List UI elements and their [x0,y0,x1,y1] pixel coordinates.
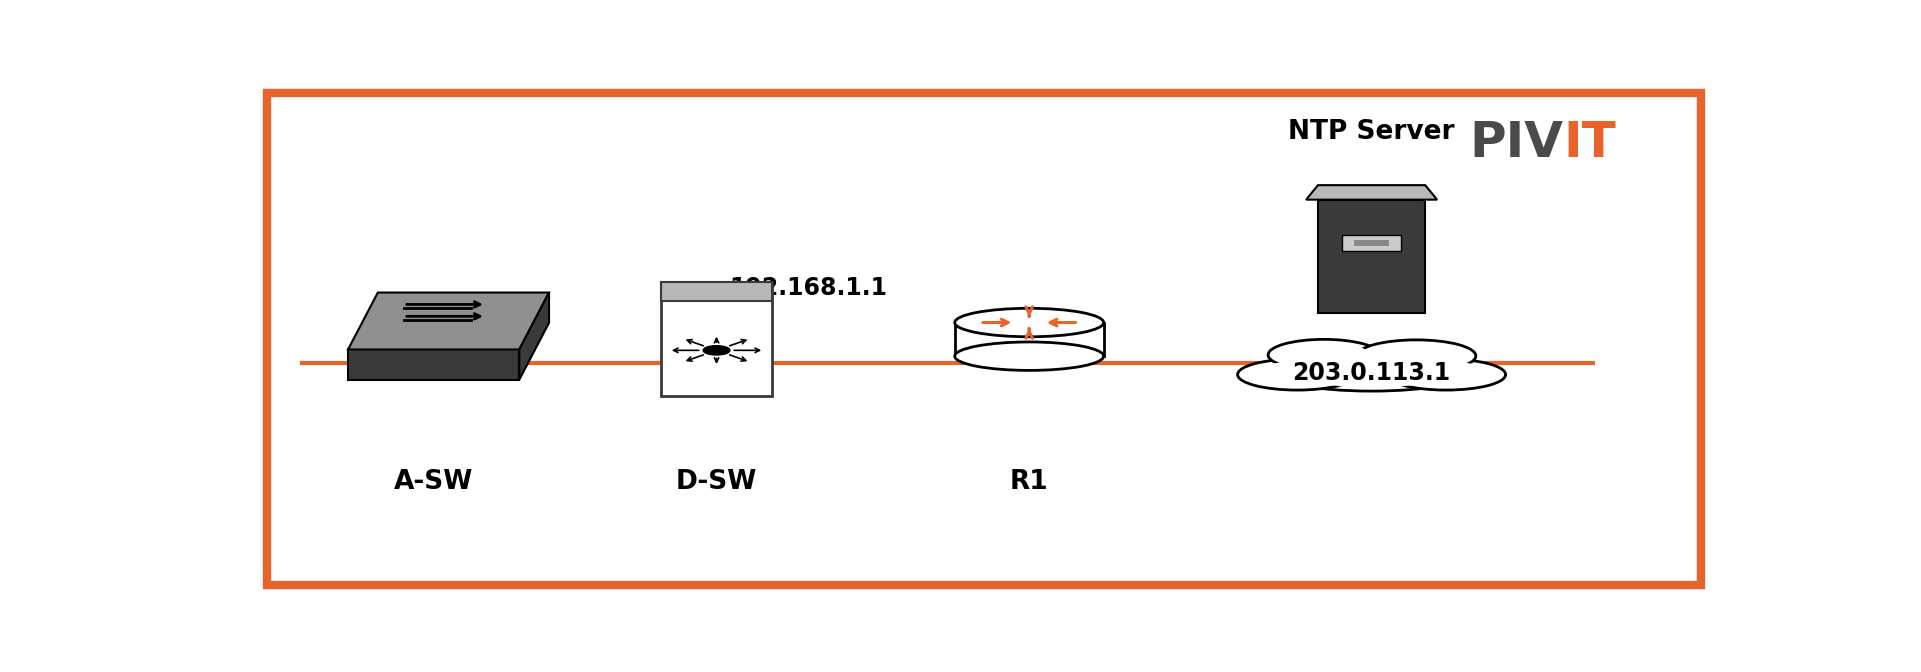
Text: NTP Server: NTP Server [1289,120,1454,145]
Ellipse shape [1249,362,1347,387]
Text: PIV: PIV [1470,119,1564,167]
Ellipse shape [1277,342,1370,368]
Polygon shape [348,292,549,349]
Text: 192.168.1.1: 192.168.1.1 [730,276,888,300]
Circle shape [703,345,730,355]
Text: R1: R1 [1010,469,1049,495]
FancyBboxPatch shape [1318,200,1425,313]
Text: 203.0.113.1: 203.0.113.1 [1293,361,1450,385]
FancyBboxPatch shape [661,282,772,300]
Text: IT: IT [1564,119,1616,167]
Ellipse shape [1268,349,1475,391]
FancyBboxPatch shape [348,349,519,380]
Ellipse shape [1397,362,1495,387]
FancyBboxPatch shape [661,282,772,396]
Ellipse shape [1287,353,1456,387]
Text: D-SW: D-SW [676,469,757,495]
Polygon shape [519,292,549,380]
Polygon shape [1306,185,1437,200]
Text: A-SW: A-SW [394,469,473,495]
Ellipse shape [1268,339,1379,370]
Ellipse shape [1368,343,1466,369]
FancyBboxPatch shape [1354,240,1389,246]
Ellipse shape [1387,359,1506,390]
Ellipse shape [955,342,1103,370]
FancyBboxPatch shape [955,323,1103,356]
FancyBboxPatch shape [1343,235,1400,251]
Ellipse shape [1356,340,1475,372]
Ellipse shape [955,308,1103,337]
Ellipse shape [1237,359,1356,390]
